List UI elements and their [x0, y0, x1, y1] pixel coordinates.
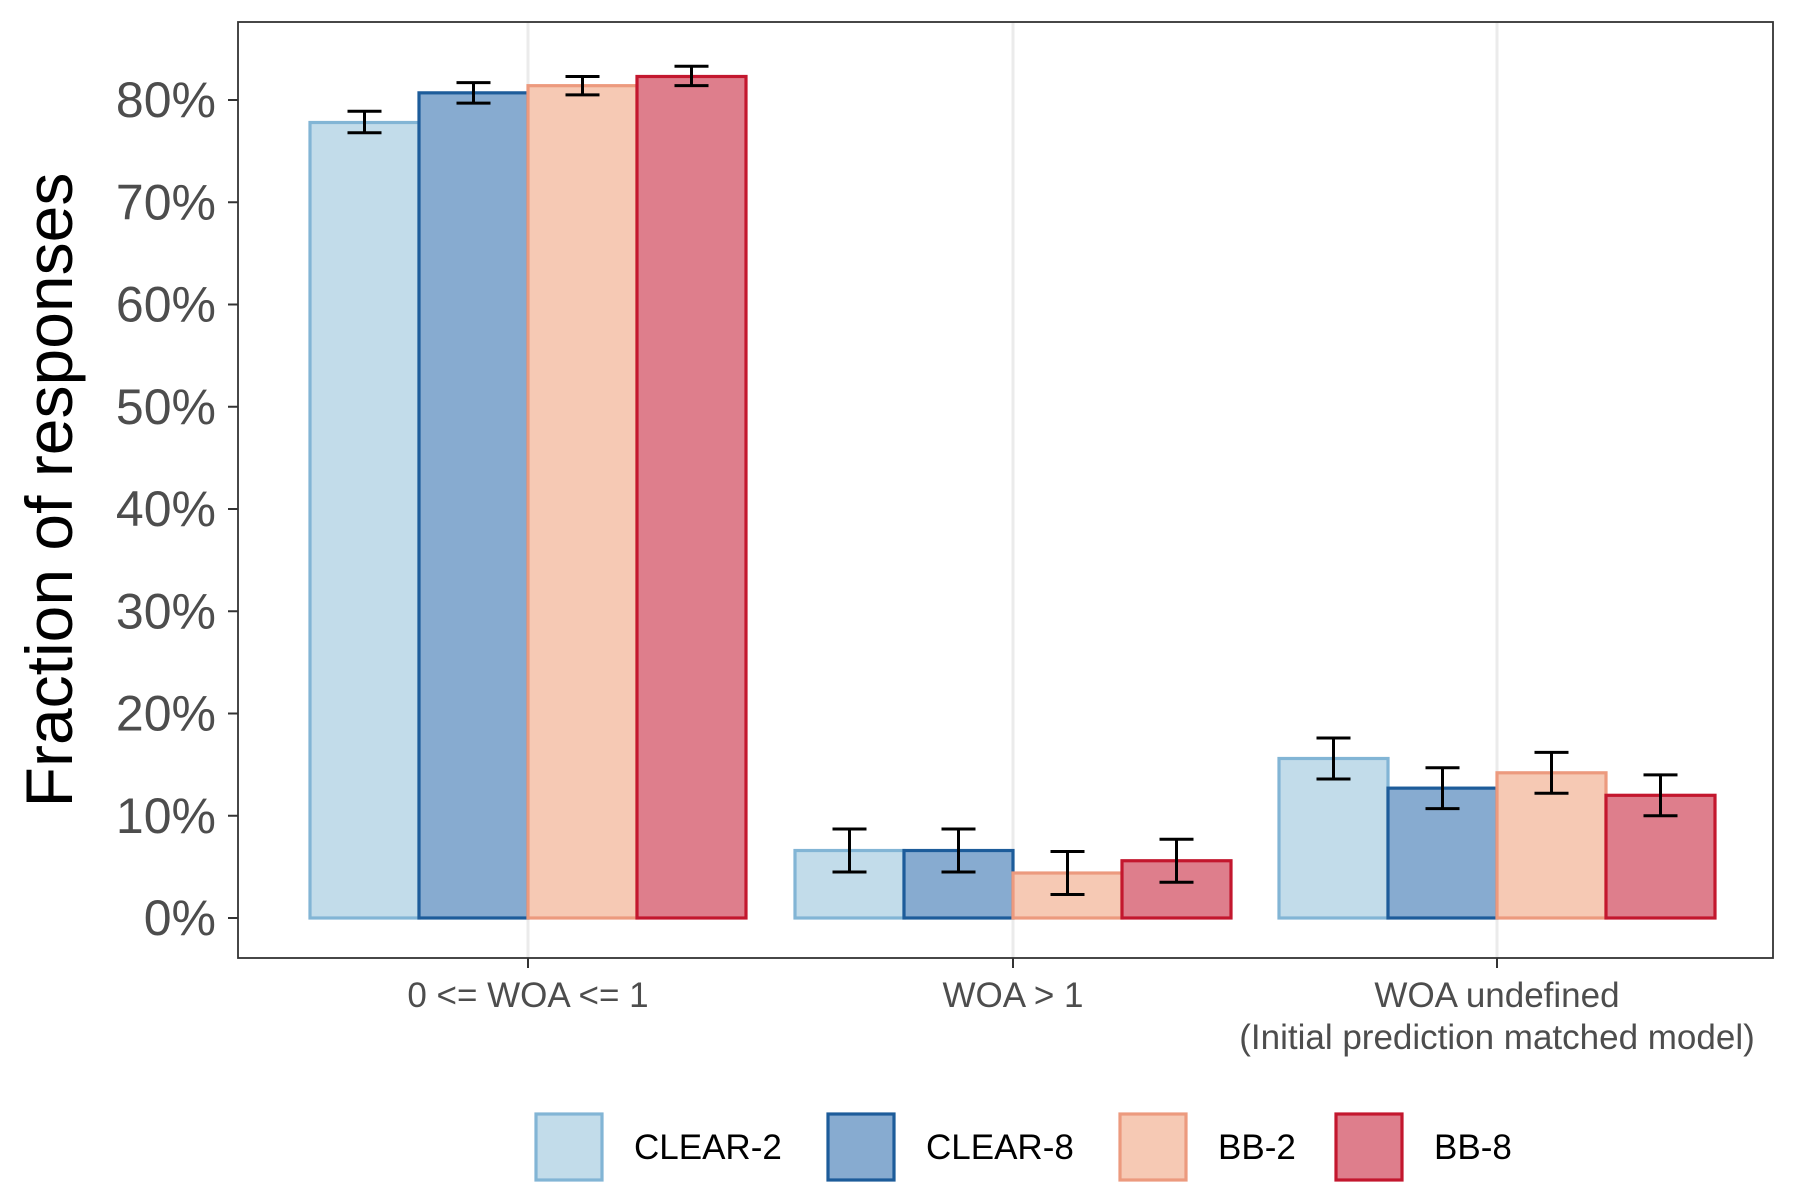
- y-tick-label: 50%: [116, 379, 216, 435]
- legend-item: CLEAR-8: [826, 1112, 1074, 1182]
- error-bar: [1425, 766, 1460, 811]
- legend-key: [534, 1112, 604, 1182]
- bar: [526, 84, 639, 920]
- y-tick-label: 40%: [116, 481, 216, 537]
- error-bar: [1316, 736, 1351, 781]
- error-bar: [1050, 850, 1085, 896]
- legend: CLEAR-2 CLEAR-8 BB-2 BB-8: [534, 1112, 1512, 1182]
- bar: [1495, 771, 1608, 920]
- legend-key: [1118, 1112, 1188, 1182]
- bar: [1277, 756, 1390, 920]
- x-tick-label: 0 <= WOA <= 1: [407, 976, 648, 1015]
- legend-key: [826, 1112, 896, 1182]
- bar: [308, 120, 421, 920]
- error-bar: [941, 827, 976, 874]
- error-bar: [1159, 837, 1194, 884]
- error-bar: [832, 827, 867, 874]
- legend-label: CLEAR-2: [634, 1128, 782, 1167]
- error-bar: [565, 74, 600, 97]
- legend-item: BB-2: [1118, 1112, 1296, 1182]
- legend-key: [1334, 1112, 1404, 1182]
- bar: [635, 74, 748, 920]
- legend-label: BB-2: [1218, 1128, 1296, 1167]
- legend-label: CLEAR-8: [926, 1128, 1074, 1167]
- error-bar: [456, 81, 491, 105]
- y-tick-label: 20%: [116, 686, 216, 742]
- y-tick-label: 60%: [116, 277, 216, 333]
- y-tick-label: 0%: [144, 890, 216, 946]
- x-tick-label: WOA undefined: [1374, 976, 1619, 1015]
- y-tick-label: 70%: [116, 174, 216, 230]
- x-tick-label: (Initial prediction matched model): [1239, 1018, 1755, 1057]
- error-bar: [347, 109, 382, 135]
- y-tick-label: 30%: [116, 583, 216, 639]
- y-axis-title: Fraction of responses: [12, 173, 86, 808]
- x-axis: 0 <= WOA <= 1 WOA > 1 WOA undefined(Initia…: [407, 958, 1755, 1057]
- legend-item: CLEAR-2: [534, 1112, 782, 1182]
- y-axis: 0% 10% 20% 30% 40% 50% 60% 70% 80%: [116, 72, 238, 946]
- y-tick-label: 80%: [116, 72, 216, 128]
- x-tick-label: WOA > 1: [942, 976, 1083, 1015]
- y-tick-label: 10%: [116, 788, 216, 844]
- legend-item: BB-8: [1334, 1112, 1512, 1182]
- error-bar: [1534, 750, 1569, 795]
- error-bar: [1643, 773, 1678, 818]
- error-bars: [347, 64, 1678, 896]
- bar: [417, 91, 530, 920]
- error-bar: [674, 64, 709, 88]
- panel-border: [237, 21, 1774, 959]
- legend-label: BB-8: [1434, 1128, 1512, 1167]
